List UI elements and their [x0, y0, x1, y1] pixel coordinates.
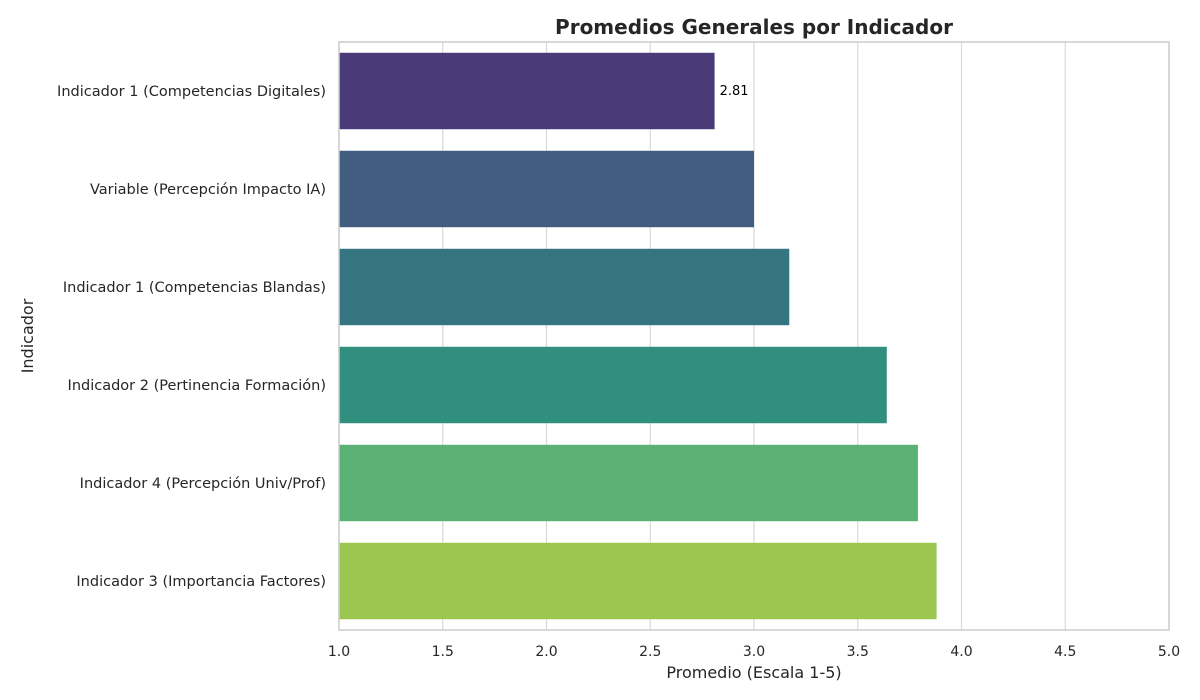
chart-title: Promedios Generales por Indicador: [555, 15, 953, 39]
y-category-label: Indicador 4 (Percepción Univ/Prof): [80, 476, 326, 492]
bar: [339, 150, 754, 228]
plot-frame: [338, 41, 1170, 631]
x-tick-label: 1.0: [328, 644, 350, 660]
bar: [339, 248, 790, 326]
bar: [339, 346, 887, 424]
bar: [339, 52, 715, 130]
y-axis-label: Indicador: [18, 298, 37, 373]
x-ticks: 1.0 1.5 2.0 2.5 3.0 3.5 4.0 4.5 5.0: [328, 644, 1180, 660]
x-tick-label: 2.5: [639, 644, 661, 660]
grid-lines: [338, 42, 1170, 630]
y-category-label: Indicador 3 (Importancia Factores): [76, 574, 326, 590]
bar: [339, 542, 937, 620]
y-category-label: Variable (Percepción Impacto IA): [90, 182, 326, 198]
y-category-labels: Indicador 1 (Competencias Digitales) Vari…: [57, 84, 326, 590]
x-axis-label: Promedio (Escala 1-5): [666, 663, 841, 682]
bar: [339, 444, 918, 522]
x-tick-label: 3.5: [847, 644, 869, 660]
bars: [339, 52, 937, 620]
y-category-label: Indicador 2 (Pertinencia Formación): [68, 378, 326, 394]
data-labels: 2.81: [720, 84, 749, 99]
y-category-label: Indicador 1 (Competencias Digitales): [57, 84, 326, 100]
data-label: 2.81: [720, 84, 749, 99]
y-category-label: Indicador 1 (Competencias Blandas): [63, 280, 326, 296]
x-tick-label: 5.0: [1158, 644, 1180, 660]
x-tick-label: 4.5: [1054, 644, 1076, 660]
x-tick-label: 3.0: [743, 644, 765, 660]
x-tick-label: 2.0: [535, 644, 557, 660]
x-tick-label: 4.0: [950, 644, 972, 660]
x-tick-label: 1.5: [432, 644, 454, 660]
